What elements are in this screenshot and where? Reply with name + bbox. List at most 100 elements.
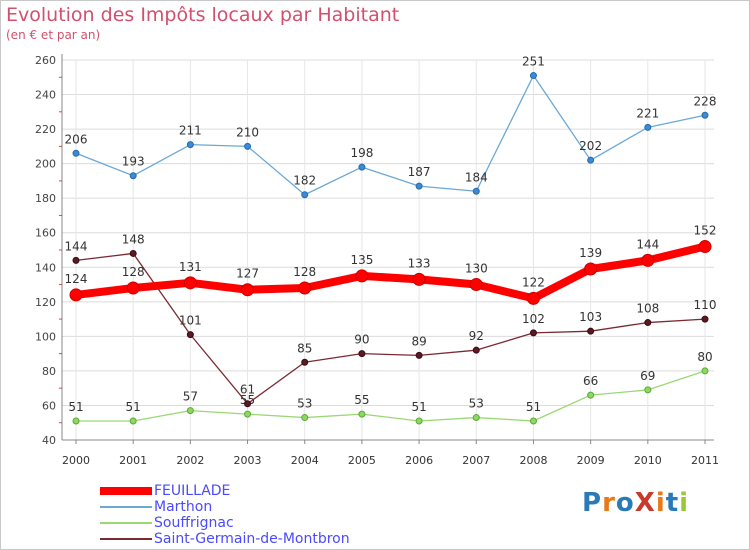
legend-label: Souffrignac: [154, 515, 234, 531]
x-tick-label: 2005: [348, 454, 376, 467]
data-point: [472, 414, 480, 422]
y-tick-label: 140: [35, 261, 56, 274]
data-point: [244, 142, 252, 150]
data-label: 211: [179, 124, 202, 138]
data-point: [587, 156, 595, 164]
data-label: 202: [579, 139, 602, 153]
data-point: [529, 417, 537, 425]
data-point: [358, 410, 366, 418]
data-label: 130: [465, 262, 488, 276]
data-point: [186, 407, 194, 415]
data-label: 144: [65, 239, 88, 253]
data-point: [355, 269, 369, 283]
data-point: [358, 350, 366, 358]
data-point: [298, 281, 312, 295]
data-label: 53: [469, 397, 484, 411]
data-label: 80: [697, 350, 712, 364]
data-point: [644, 123, 652, 131]
y-tick-label: 200: [35, 158, 56, 171]
legend-swatch: [100, 522, 152, 524]
legend-label: Saint-Germain-de-Montbron: [154, 531, 350, 547]
data-point: [469, 278, 483, 292]
data-point: [701, 367, 709, 375]
series-line-souffrignac: [75, 370, 706, 422]
y-tick-label: 180: [35, 192, 56, 205]
data-label: 184: [465, 170, 488, 184]
data-label: 92: [469, 329, 484, 343]
data-label: 144: [636, 237, 659, 251]
data-point: [701, 111, 709, 119]
data-point: [301, 191, 309, 199]
data-label: 101: [179, 314, 202, 328]
data-point: [529, 72, 537, 80]
data-point: [301, 414, 309, 422]
data-label: 131: [179, 260, 202, 274]
data-point: [412, 272, 426, 286]
y-tick-label: 240: [35, 89, 56, 102]
data-label: 53: [297, 397, 312, 411]
data-point: [241, 283, 255, 297]
data-label: 55: [354, 393, 369, 407]
x-tick-label: 2006: [405, 454, 433, 467]
data-point: [415, 182, 423, 190]
legend-swatch: [100, 506, 152, 508]
data-label: 57: [183, 390, 198, 404]
data-point: [69, 288, 83, 302]
data-point: [183, 276, 197, 290]
data-point: [72, 149, 80, 157]
data-label: 89: [411, 334, 426, 348]
data-point: [244, 410, 252, 418]
data-label: 51: [68, 400, 83, 414]
y-tick-label: 40: [42, 434, 56, 447]
legend-label: Marthon: [154, 499, 213, 515]
data-label: 187: [408, 165, 431, 179]
data-point: [186, 331, 194, 339]
x-tick-label: 2000: [62, 454, 90, 467]
y-tick-label: 80: [42, 365, 56, 378]
data-label: 102: [522, 312, 545, 326]
data-point: [701, 315, 709, 323]
legend-swatch: [100, 487, 152, 495]
data-label: 66: [583, 374, 598, 388]
data-label: 51: [526, 400, 541, 414]
logo-letter: i: [679, 488, 690, 518]
data-point: [641, 253, 655, 267]
data-label: 182: [293, 174, 316, 188]
data-label: 221: [636, 106, 659, 120]
logo-letter: o: [615, 488, 635, 518]
data-point: [526, 291, 540, 305]
data-label: 51: [411, 400, 426, 414]
proxiti-logo: ProXiti: [582, 488, 689, 518]
chart-title: Evolution des Impôts locaux par Habitant: [6, 4, 400, 26]
data-point: [72, 256, 80, 264]
data-point: [644, 386, 652, 394]
data-point: [244, 400, 252, 408]
data-label: 69: [640, 369, 655, 383]
data-point: [472, 187, 480, 195]
y-tick-label: 120: [35, 296, 56, 309]
data-label: 127: [236, 267, 259, 281]
series-line-feuillade: [72, 242, 709, 303]
series-line-saint-germain-de-montbron: [75, 252, 706, 405]
y-tick-label: 260: [35, 54, 56, 67]
y-tick-label: 220: [35, 123, 56, 136]
data-label: 152: [694, 224, 717, 238]
data-point: [129, 172, 137, 180]
data-point: [472, 346, 480, 354]
logo-letter: i: [655, 488, 666, 518]
data-label: 61: [240, 383, 255, 397]
data-label: 148: [122, 232, 145, 246]
data-label: 55: [240, 393, 255, 407]
logo-letter: t: [665, 488, 680, 518]
data-point: [587, 327, 595, 335]
data-label: 228: [694, 94, 717, 108]
logo-letter: r: [602, 488, 616, 518]
data-label: 124: [65, 272, 88, 286]
data-point: [186, 141, 194, 149]
data-label: 210: [236, 125, 259, 139]
legend-label: FEUILLADE: [154, 483, 231, 499]
data-label: 85: [297, 341, 312, 355]
data-point: [415, 417, 423, 425]
x-tick-label: 2003: [234, 454, 262, 467]
